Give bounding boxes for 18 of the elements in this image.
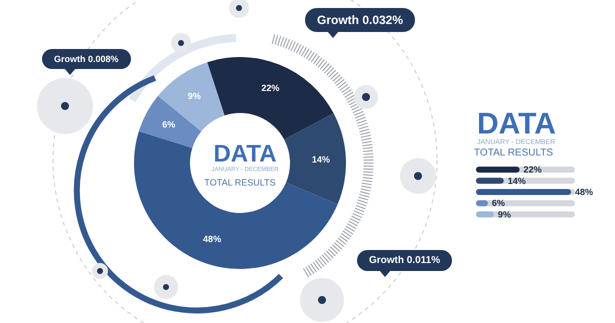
text: Growth 0.011% [357,250,452,271]
chart-title: DATA [477,108,556,140]
text: DATA [213,140,277,168]
data-label: 14% [312,154,330,164]
text: TOTAL RESULTS [204,178,276,188]
data-label: 48% [203,234,222,244]
data-label: 22% [524,164,542,175]
text: TOTAL RESULTS [474,148,554,158]
data-label: 6% [492,198,505,208]
data-label: 9% [188,91,201,102]
bar [476,178,504,184]
data-label: 6% [162,120,176,130]
data-label: 9% [498,209,511,220]
data-label: 48% [575,187,594,197]
data-label: 14% [508,176,526,186]
text: Growth 0.032% [305,8,416,32]
text: Growth 0.008% [42,49,131,69]
data-label: 22% [261,82,280,93]
